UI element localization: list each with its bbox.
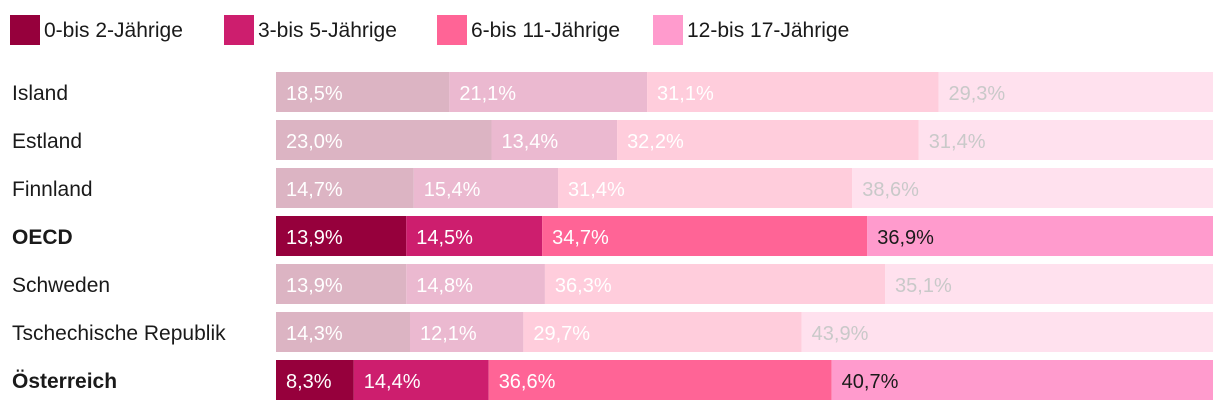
bar-segment-schweden-4 — [885, 264, 1213, 304]
data-label-island-4: 29,3% — [948, 83, 1005, 105]
legend-swatch-2 — [224, 15, 254, 45]
bar-row-oecd: OECD 13,9% 14,5% 34,7% 36,9% — [12, 216, 1213, 256]
legend-label-3: 6-bis 11-Jährige — [471, 19, 620, 42]
bar-segment-oecd-2 — [406, 216, 543, 256]
legend-label-2: 3-bis 5-Jährige — [258, 19, 397, 42]
data-label-finnland-2: 15,4% — [424, 179, 481, 201]
category-label-schweden: Schweden — [12, 274, 110, 297]
bar-segment-osterreich-4 — [831, 360, 1213, 400]
data-label-schweden-1: 13,9% — [286, 275, 343, 297]
bar-segment-tschechische-republik-2 — [409, 312, 524, 352]
data-label-island-1: 18,5% — [286, 83, 343, 105]
bar-segment-finnland-4 — [852, 168, 1213, 208]
bar-segment-oecd-4 — [867, 216, 1213, 256]
data-label-finnland-3: 31,4% — [568, 179, 625, 201]
data-label-schweden-3: 36,3% — [555, 275, 612, 297]
data-label-finnland-4: 38,6% — [862, 179, 919, 201]
legend-swatch-1 — [10, 15, 40, 45]
bar-segment-oecd-1 — [276, 216, 407, 256]
bar-segment-island-3 — [647, 72, 939, 112]
data-label-tschechische-republik-1: 14,3% — [286, 323, 343, 345]
legend-label-4: 12-bis 17-Jährige — [687, 19, 849, 42]
data-label-finnland-1: 14,7% — [286, 179, 343, 201]
bar-segment-tschechische-republik-3 — [523, 312, 802, 352]
legend-swatch-4 — [653, 15, 683, 45]
bar-row-island: Island 18,5% 21,1% 31,1% 29,3% — [12, 72, 1213, 112]
data-label-tschechische-republik-4: 43,9% — [812, 323, 869, 345]
bar-segment-osterreich-2 — [353, 360, 489, 400]
bar-segment-finnland-1 — [276, 168, 414, 208]
data-label-tschechische-republik-2: 12,1% — [420, 323, 477, 345]
data-label-oecd-3: 34,7% — [552, 227, 609, 249]
bar-row-finnland: Finnland 14,7% 15,4% 31,4% 38,6% — [12, 168, 1213, 208]
category-label-osterreich: Österreich — [12, 370, 117, 393]
bar-segment-osterreich-1 — [276, 360, 354, 400]
data-label-osterreich-2: 14,4% — [364, 371, 421, 393]
data-label-estland-2: 13,4% — [502, 131, 559, 153]
data-label-estland-3: 32,2% — [627, 131, 684, 153]
bar-segment-schweden-3 — [544, 264, 886, 304]
category-label-island: Island — [12, 82, 68, 105]
data-label-oecd-1: 13,9% — [286, 227, 343, 249]
bar-segment-island-4 — [938, 72, 1213, 112]
data-label-oecd-2: 14,5% — [416, 227, 473, 249]
data-label-island-3: 31,1% — [657, 83, 714, 105]
bar-segment-island-2 — [449, 72, 648, 112]
bar-row-tschechische-republik: Tschechische Republik 14,3% 12,1% 29,7% 43,9… — [12, 312, 1213, 352]
bar-segment-finnland-2 — [413, 168, 559, 208]
data-label-schweden-4: 35,1% — [895, 275, 952, 297]
legend: 0-bis 2-Jährige 3-bis 5-Jährige 6-bis 11-J… — [10, 15, 849, 45]
category-label-tschechische-republik: Tschechische Republik — [12, 322, 226, 345]
plot-area: Island 18,5% 21,1% 31,1% 29,3% Estland 23,0% 13… — [12, 72, 1213, 400]
legend-swatch-3 — [437, 15, 467, 45]
bar-segment-schweden-2 — [406, 264, 545, 304]
category-label-estland: Estland — [12, 130, 82, 153]
data-label-schweden-2: 14,8% — [416, 275, 473, 297]
data-label-estland-1: 23,0% — [286, 131, 343, 153]
data-label-tschechische-republik-3: 29,7% — [533, 323, 590, 345]
bar-segment-estland-1 — [276, 120, 492, 160]
bar-segment-oecd-3 — [542, 216, 868, 256]
bar-row-estland: Estland 23,0% 13,4% 32,2% 31,4% — [12, 120, 1213, 160]
data-label-osterreich-1: 8,3% — [286, 371, 332, 393]
legend-label-1: 0-bis 2-Jährige — [44, 19, 183, 42]
bar-segment-tschechische-republik-1 — [276, 312, 410, 352]
data-label-osterreich-3: 36,6% — [499, 371, 556, 393]
data-label-osterreich-4: 40,7% — [842, 371, 899, 393]
bar-segment-island-1 — [276, 72, 450, 112]
category-label-finnland: Finnland — [12, 178, 93, 201]
bar-segment-estland-4 — [918, 120, 1213, 160]
bar-row-osterreich: Österreich 8,3% 14,4% 36,6% 40,7% — [12, 360, 1213, 400]
bar-segment-estland-2 — [491, 120, 618, 160]
bar-segment-estland-3 — [617, 120, 919, 160]
bar-segment-tschechische-republik-4 — [801, 312, 1213, 352]
bar-row-schweden: Schweden 13,9% 14,8% 36,3% 35,1% — [12, 264, 1213, 304]
data-label-island-2: 21,1% — [459, 83, 516, 105]
data-label-oecd-4: 36,9% — [877, 227, 934, 249]
data-label-estland-4: 31,4% — [929, 131, 986, 153]
bar-segment-osterreich-3 — [488, 360, 832, 400]
bar-segment-schweden-1 — [276, 264, 407, 304]
bar-segment-finnland-3 — [558, 168, 853, 208]
category-label-oecd: OECD — [12, 226, 73, 249]
